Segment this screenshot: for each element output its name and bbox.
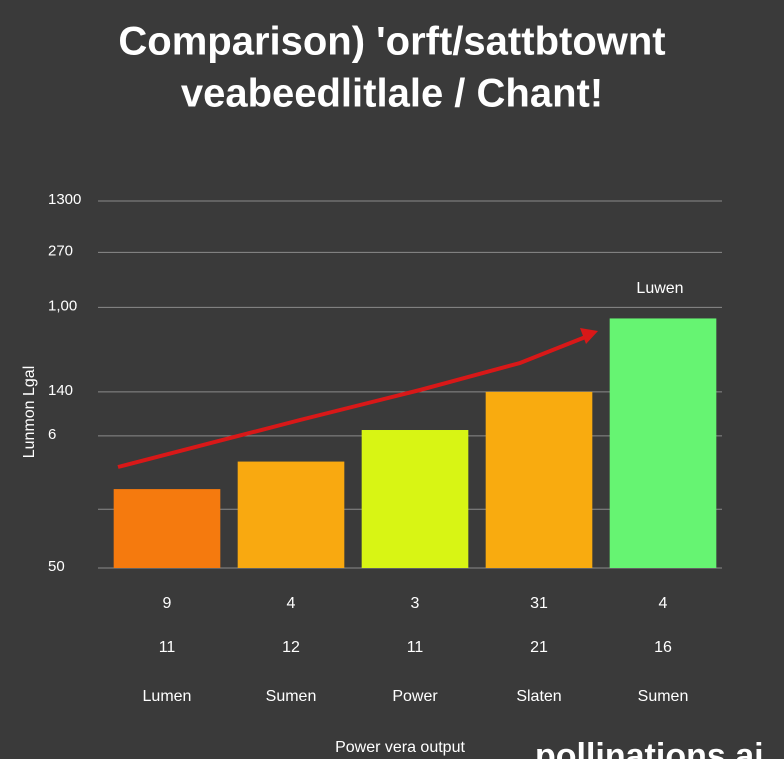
- x-tick-label: Sumen: [266, 688, 317, 705]
- row-label: 21: [530, 639, 548, 656]
- row-label: 31: [530, 595, 548, 612]
- y-tick-label: 50: [48, 558, 65, 575]
- x-tick-label: Power: [392, 688, 438, 705]
- arrow-head: [580, 328, 598, 344]
- y-tick-label: 270: [48, 242, 73, 259]
- y-tick-label: 1300: [48, 191, 81, 208]
- bar: [113, 489, 221, 568]
- chart-title: Comparison) 'orft/sattbtownt: [118, 20, 665, 64]
- bar: [485, 391, 593, 568]
- row-label: 4: [659, 595, 668, 612]
- bar: [361, 430, 469, 568]
- row-label: 12: [282, 639, 300, 656]
- row-label: 3: [411, 595, 420, 612]
- x-tick-label: Sumen: [638, 688, 689, 705]
- y-tick-label: 1,00: [48, 297, 77, 314]
- row-label: 11: [159, 639, 176, 656]
- x-tick-label: Slaten: [516, 688, 561, 705]
- chart-title: veabeedlitlale / Chant!: [181, 72, 603, 116]
- row-label: 16: [654, 639, 672, 656]
- row-label: 4: [287, 595, 296, 612]
- y-tick-label: 140: [48, 382, 73, 399]
- bar: [609, 318, 717, 568]
- watermark: pollinations.ai: [535, 737, 764, 759]
- row-label: 9: [163, 595, 172, 612]
- annotation: Luwen: [636, 280, 683, 297]
- y-axis-label: Lunmon Lgal: [21, 366, 38, 459]
- bar: [237, 461, 345, 568]
- row-label: 11: [407, 639, 424, 656]
- x-axis-label: Power vera output: [335, 739, 465, 756]
- y-tick-label: 6: [48, 426, 56, 443]
- trend-arrow: [117, 334, 589, 469]
- x-tick-label: Lumen: [143, 688, 192, 705]
